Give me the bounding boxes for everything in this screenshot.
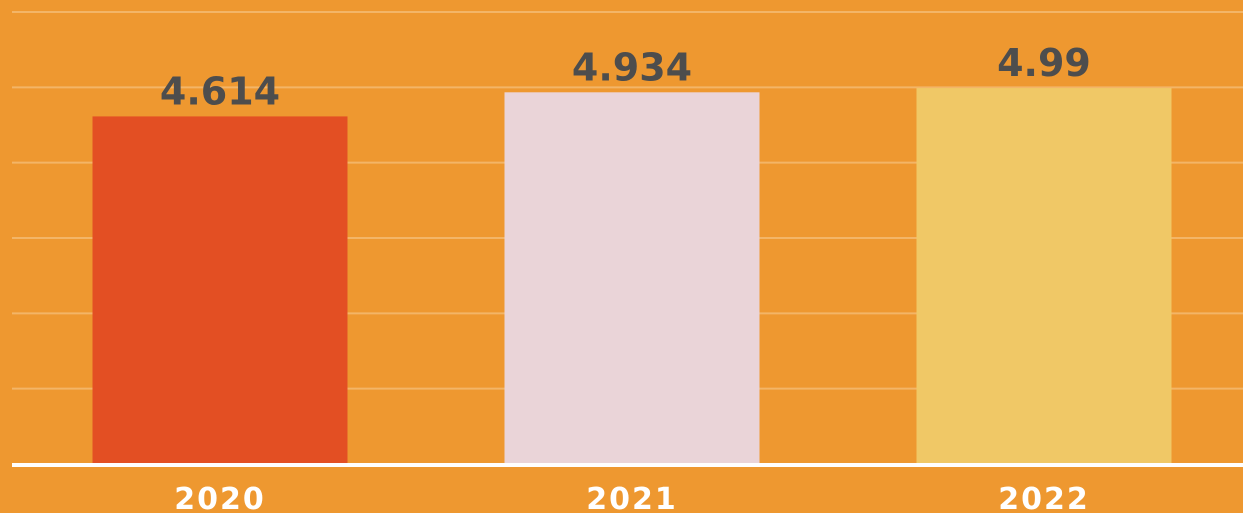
bar — [92, 116, 348, 465]
value-label: 4.614 — [160, 69, 280, 113]
x-tick-label: 2020 — [174, 482, 266, 513]
value-label: 4.934 — [572, 45, 692, 89]
value-label: 4.99 — [997, 41, 1091, 85]
x-tick-label: 2022 — [998, 482, 1090, 513]
bar — [916, 88, 1172, 464]
x-tick-label: 2021 — [586, 482, 678, 513]
bar — [504, 92, 760, 465]
